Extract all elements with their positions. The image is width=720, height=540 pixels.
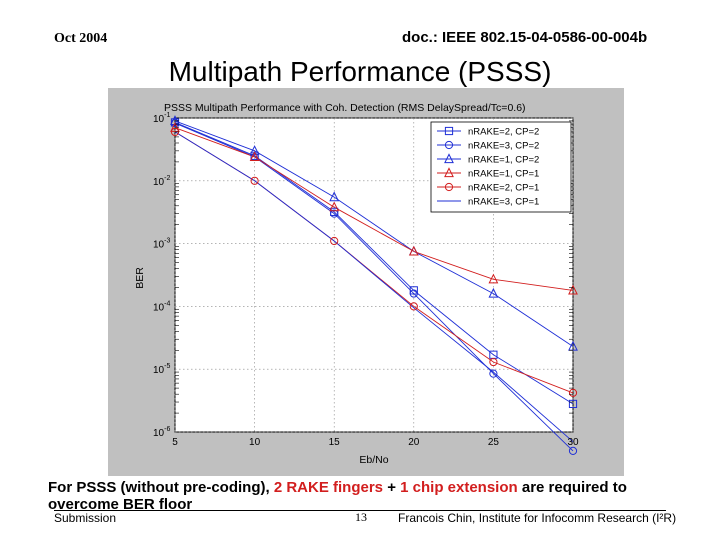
caption-prefix: For PSSS (without pre-coding), <box>48 479 274 496</box>
x-axis-label: Eb/No <box>359 454 388 466</box>
y-tick-exponent: -4 <box>164 300 170 307</box>
page-number: 13 <box>355 510 367 524</box>
data-point-series-4 <box>488 273 499 284</box>
caption-middle: + <box>383 479 401 496</box>
data-point-series-1 <box>409 286 418 295</box>
data-point-series-5 <box>330 236 339 246</box>
legend-swatch-marker <box>444 167 454 178</box>
slide-date: Oct 2004 <box>54 31 108 46</box>
legend-entry: nRAKE=3, CP=2 <box>468 141 539 152</box>
data-point-series-4 <box>249 151 260 162</box>
slide-title: Multipath Performance (PSSS) <box>168 56 552 87</box>
x-tick-label: 30 <box>567 437 579 448</box>
y-tick-label: 10-5 <box>153 363 170 376</box>
data-point-series-5 <box>409 302 418 311</box>
x-tick-label: 15 <box>329 437 341 448</box>
slide-caption: For PSSS (without pre-coding), 2 RAKE fi… <box>48 479 698 513</box>
legend-entry: nRAKE=1, CP=2 <box>468 155 539 166</box>
legend-box <box>430 121 572 213</box>
document-id: doc.: IEEE 802.15-04-0586-00-004b <box>402 29 648 46</box>
legend-entry: nRAKE=2, CP=2 <box>468 127 539 138</box>
caption-highlight-rake: 2 RAKE fingers <box>273 479 384 496</box>
series-line-4 <box>174 127 574 291</box>
data-point-series-3 <box>170 115 180 125</box>
data-point-series-4 <box>329 201 340 212</box>
legend-entry: nRAKE=1, CP=1 <box>468 169 539 180</box>
x-tick-label: 20 <box>408 437 420 448</box>
data-point-series-2 <box>409 289 418 298</box>
legend-entry: nRAKE=2, CP=1 <box>468 183 539 194</box>
caption-suffix: are required to overcome BER floor <box>48 479 627 513</box>
data-point-series-4 <box>408 245 419 256</box>
data-point-series-4 <box>170 122 180 132</box>
y-tick-mantissa: 10 <box>153 428 165 439</box>
series-line-2 <box>174 122 574 452</box>
data-point-series-2 <box>489 369 498 378</box>
y-tick-mantissa: 10 <box>153 240 165 251</box>
x-tick-label: 10 <box>249 437 261 448</box>
data-point-series-1 <box>568 399 578 409</box>
data-point-series-5 <box>250 176 259 185</box>
x-tick-label: 25 <box>488 437 500 448</box>
legend-swatch-marker <box>444 153 454 164</box>
data-point-series-5 <box>568 388 578 397</box>
chart-title: PSSS Multipath Performance with Coh. Det… <box>164 102 526 114</box>
y-tick-mantissa: 10 <box>153 302 165 313</box>
legend: nRAKE=2, CP=2 nRAKE=3, CP=2 nRAKE=1, CP=2 n… <box>430 121 572 213</box>
series-line-3 <box>174 120 574 347</box>
series-markers <box>170 115 578 456</box>
y-tick-label: 10-6 <box>153 426 170 439</box>
data-point-series-3 <box>329 191 340 202</box>
footer-rule <box>54 510 666 511</box>
y-tick-exponent: -3 <box>164 238 170 245</box>
series-lines <box>174 120 574 452</box>
y-axis-label: BER <box>134 267 146 289</box>
legend-swatch-marker <box>444 182 454 192</box>
data-point-series-4 <box>568 284 578 295</box>
grid <box>174 117 574 433</box>
data-point-series-3 <box>249 145 260 155</box>
footer-author: Francois Chin, Institute for Infocomm Re… <box>398 511 677 525</box>
y-tick-mantissa: 10 <box>153 365 165 376</box>
legend-swatch-marker <box>444 140 454 150</box>
y-tick-label: 10-3 <box>153 238 170 251</box>
y-tick-exponent: -5 <box>164 363 170 370</box>
data-point-series-2 <box>568 446 578 456</box>
y-tick-label: 10-2 <box>153 175 170 188</box>
legend-entry: nRAKE=3, CP=1 <box>468 197 539 208</box>
x-tick-label: 5 <box>172 437 178 448</box>
legend-swatch-marker <box>444 126 454 136</box>
chart-panel: 5 10 15 20 25 30 10-1 10-2 10-3 10-4 10-5 10-6 PSSS… <box>108 88 624 476</box>
y-tick-mantissa: 10 <box>153 177 165 188</box>
y-tick-label: 10-4 <box>153 300 170 313</box>
data-point-series-3 <box>488 287 499 298</box>
caption-highlight-chip: 1 chip extension <box>400 479 518 496</box>
data-point-series-5 <box>489 357 498 367</box>
y-tick-exponent: -6 <box>164 426 170 433</box>
y-tick-mantissa: 10 <box>153 114 165 125</box>
series-line-6 <box>174 131 574 443</box>
data-point-series-2 <box>330 209 339 218</box>
footer-submission: Submission <box>54 511 117 525</box>
y-tick-exponent: -2 <box>164 175 170 182</box>
series-line-1 <box>174 121 574 405</box>
y-tick-exponent: -1 <box>164 112 170 119</box>
y-tick-label: 10-1 <box>153 112 170 125</box>
